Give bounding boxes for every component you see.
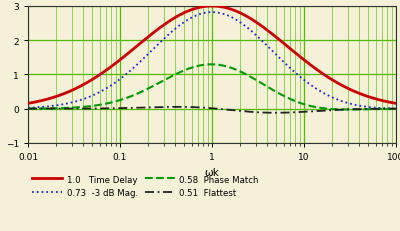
- 1.0   Time Delay: [265, 30, 270, 33]
- 0.58  Phase Match: [26, 108, 30, 110]
- 0.58  Phase Match: [300, 103, 305, 106]
- 0.73  -3 dB Mag.: [265, 45, 270, 48]
- 0.73  -3 dB Mag.: [92, 94, 97, 96]
- 1.0   Time Delay: [166, 21, 171, 24]
- 0.73  -3 dB Mag.: [210, 12, 214, 15]
- 0.51  Flattest: [394, 108, 398, 111]
- 0.58  Phase Match: [394, 108, 398, 111]
- 1.0   Time Delay: [300, 58, 305, 61]
- 1.0   Time Delay: [328, 78, 333, 81]
- Legend: 1.0   Time Delay, 0.73  -3 dB Mag., 0.58  Phase Match, 0.51  Flattest: 1.0 Time Delay, 0.73 -3 dB Mag., 0.58 Ph…: [32, 175, 259, 197]
- Line: 1.0   Time Delay: 1.0 Time Delay: [28, 7, 396, 104]
- 0.58  Phase Match: [265, 86, 270, 89]
- Line: 0.73  -3 dB Mag.: 0.73 -3 dB Mag.: [28, 13, 396, 109]
- Line: 0.58  Phase Match: 0.58 Phase Match: [28, 65, 396, 110]
- 0.58  Phase Match: [345, 109, 350, 111]
- 0.51  Flattest: [265, 112, 270, 115]
- 1.0   Time Delay: [246, 17, 251, 20]
- 0.73  -3 dB Mag.: [166, 34, 171, 37]
- 0.73  -3 dB Mag.: [300, 78, 305, 81]
- 0.58  Phase Match: [166, 77, 171, 80]
- 1.0   Time Delay: [210, 6, 214, 8]
- 1.0   Time Delay: [394, 103, 398, 105]
- 0.51  Flattest: [273, 112, 278, 115]
- 0.51  Flattest: [175, 106, 180, 109]
- 0.73  -3 dB Mag.: [246, 28, 251, 31]
- 0.51  Flattest: [246, 111, 251, 114]
- 0.51  Flattest: [328, 109, 333, 112]
- 0.73  -3 dB Mag.: [26, 107, 30, 110]
- 0.73  -3 dB Mag.: [394, 108, 398, 110]
- 0.58  Phase Match: [328, 108, 333, 111]
- Line: 0.51  Flattest: 0.51 Flattest: [28, 107, 396, 113]
- 1.0   Time Delay: [26, 103, 30, 105]
- 0.58  Phase Match: [246, 75, 251, 78]
- 0.51  Flattest: [26, 108, 30, 110]
- 0.51  Flattest: [300, 111, 305, 114]
- 0.51  Flattest: [92, 108, 97, 110]
- 0.51  Flattest: [166, 106, 171, 109]
- 0.58  Phase Match: [92, 105, 97, 107]
- X-axis label: ωk: ωk: [204, 168, 220, 178]
- 1.0   Time Delay: [92, 77, 97, 80]
- 0.73  -3 dB Mag.: [328, 96, 333, 99]
- 0.58  Phase Match: [209, 64, 214, 67]
